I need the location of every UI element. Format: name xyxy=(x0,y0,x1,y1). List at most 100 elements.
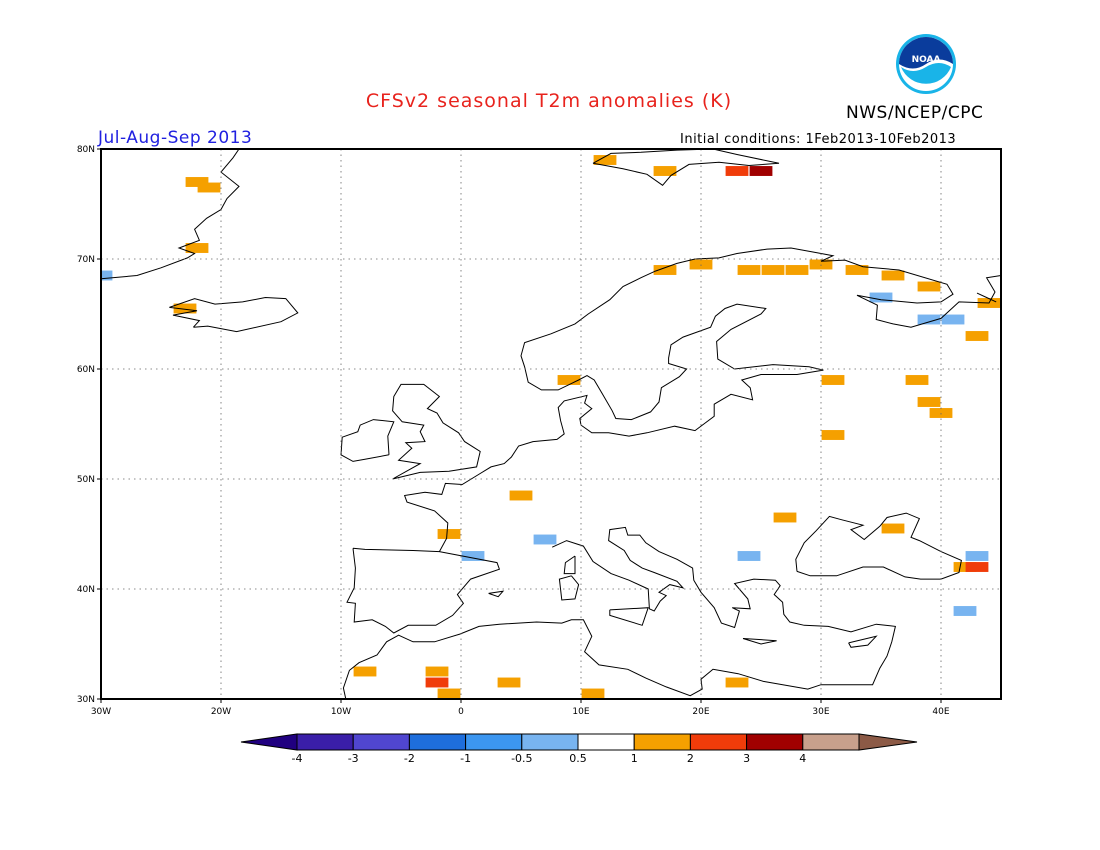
coastline xyxy=(742,638,777,645)
anomaly-cell xyxy=(917,281,941,292)
lon-tick-label: 10E xyxy=(572,707,589,717)
colorbar-end-high xyxy=(858,733,918,751)
lat-tick-label: 70N xyxy=(77,255,95,265)
anomaly-cell xyxy=(581,688,605,699)
coastline xyxy=(563,555,576,575)
anomaly-cell xyxy=(905,375,929,385)
anomaly-cell xyxy=(593,155,617,165)
colorbar-swatch xyxy=(465,733,523,751)
anomaly-cell xyxy=(425,677,449,688)
anomaly-cell xyxy=(185,177,209,187)
colorbar-label: 0.5 xyxy=(569,752,587,765)
anomaly-cell xyxy=(461,551,485,561)
lat-tick-label: 60N xyxy=(77,365,95,375)
colorbar-label: 1 xyxy=(631,752,638,765)
colorbar-swatch xyxy=(577,733,635,751)
lon-tick-label: 0 xyxy=(458,707,464,717)
coastlines xyxy=(100,148,1002,700)
anomaly-cell xyxy=(557,375,581,385)
coastline xyxy=(346,547,501,634)
agency-label: NWS/NCEP/CPC xyxy=(846,103,984,123)
coastline xyxy=(392,383,481,480)
lon-tick-label: 20E xyxy=(692,707,709,717)
lon-tick-label: 20W xyxy=(211,707,231,717)
chart-title: CFSv2 seasonal T2m anomalies (K) xyxy=(365,90,733,112)
colorbar-label: 4 xyxy=(799,752,806,765)
anomaly-cell xyxy=(965,562,989,572)
lat-tick-label: 40N xyxy=(77,585,95,595)
lon-tick-label: 40E xyxy=(932,707,949,717)
anomaly-cell xyxy=(941,314,965,325)
anomaly-cell xyxy=(737,551,761,561)
colorbar-swatch xyxy=(689,733,748,751)
anomaly-cell xyxy=(917,397,941,407)
anomaly-cell xyxy=(353,666,377,677)
coastline xyxy=(100,148,240,280)
colorbar-swatch xyxy=(521,733,579,751)
anomaly-cell xyxy=(965,331,989,341)
anomaly-cell xyxy=(173,303,197,314)
coastline xyxy=(592,148,780,186)
anomaly-cell xyxy=(737,265,761,275)
colorbar-label: -0.5 xyxy=(511,752,532,765)
anomaly-cell xyxy=(509,490,533,501)
anomaly-cell xyxy=(773,512,797,523)
colorbar-label: -1 xyxy=(460,752,471,765)
anomaly-cell xyxy=(869,292,893,303)
lat-tick-label: 80N xyxy=(77,145,95,155)
map-frame xyxy=(100,148,1002,700)
colorbar-label: -3 xyxy=(348,752,359,765)
coastline xyxy=(342,526,897,700)
anomaly-cell xyxy=(785,265,809,275)
colorbar-label: -4 xyxy=(292,752,303,765)
anomaly-cell xyxy=(953,606,977,616)
colorbar-swatch xyxy=(746,733,804,751)
anomaly-cell xyxy=(749,166,773,176)
anomaly-cell xyxy=(497,677,521,688)
anomaly-cell xyxy=(101,270,113,281)
anomaly-cell xyxy=(965,551,989,561)
lon-tick-label: 30E xyxy=(812,707,829,717)
anomaly-cell xyxy=(437,529,461,539)
anomaly-cell xyxy=(653,265,677,275)
anomaly-cell xyxy=(725,166,749,176)
coastline xyxy=(558,575,580,601)
anomaly-cell xyxy=(533,534,557,545)
anomaly-cell xyxy=(917,314,941,325)
anomaly-cell xyxy=(653,166,677,176)
coastline xyxy=(795,512,962,580)
anomaly-cell xyxy=(425,666,449,677)
anomaly-cell xyxy=(881,270,905,281)
colorbar-swatch xyxy=(802,733,860,751)
noaa-logo: NOAA xyxy=(896,34,956,94)
coastline xyxy=(340,419,395,462)
colorbar-swatch xyxy=(633,733,691,751)
anomaly-cell xyxy=(821,375,845,385)
lon-tick-label: 10W xyxy=(331,707,351,717)
coastline xyxy=(488,590,505,598)
colorbar-label: -2 xyxy=(404,752,415,765)
coastline xyxy=(403,247,1002,552)
colorbar-label: 2 xyxy=(687,752,694,765)
initial-conditions-label: Initial conditions: 1Feb2013-10Feb2013 xyxy=(680,132,957,147)
anomaly-cell xyxy=(725,677,749,688)
noaa-logo-text: NOAA xyxy=(912,55,941,65)
colorbar-swatch xyxy=(408,733,467,751)
coastline xyxy=(609,607,649,626)
anomaly-cell xyxy=(821,430,845,440)
anomaly-cell xyxy=(185,243,209,253)
colorbar-swatch xyxy=(352,733,410,751)
axis-ticks: 30W 20W 10W 0 10E 20E 30E 40E 30N 40N 50N 60N 70N 80N xyxy=(77,145,950,717)
anomaly-cell xyxy=(761,265,785,275)
lon-tick-label: 30W xyxy=(91,707,111,717)
anomaly-cell xyxy=(197,182,221,193)
coastline xyxy=(976,292,997,303)
coastline xyxy=(848,635,878,648)
lat-tick-label: 50N xyxy=(77,475,95,485)
anomaly-cell xyxy=(845,265,869,275)
colorbar-end-low xyxy=(240,733,298,751)
season-label: Jul-Aug-Sep 2013 xyxy=(98,128,253,148)
colorbar-swatch xyxy=(296,733,354,751)
